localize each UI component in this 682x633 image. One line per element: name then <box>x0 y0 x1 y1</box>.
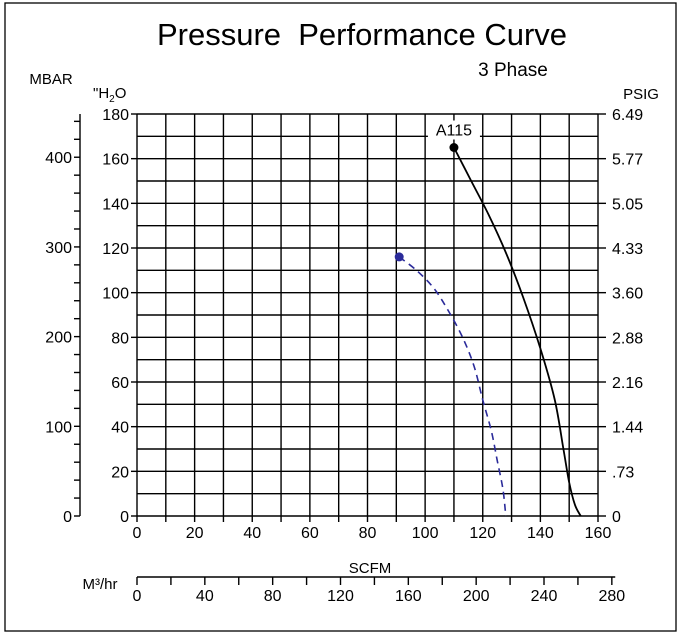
psig-tick-label: 1.44 <box>612 420 643 437</box>
psig-tick-label: 2.16 <box>612 375 643 392</box>
m3hr-tick-label: 240 <box>531 588 558 605</box>
x-tick-label: 160 <box>585 525 612 542</box>
water-column-label-subscript: 2 <box>109 94 115 105</box>
m3hr-axis-label: M³/hr <box>83 576 118 593</box>
x-axis-label: SCFM <box>349 560 392 577</box>
m3hr-tick-label: 80 <box>264 588 282 605</box>
psig-tick-label: 2.88 <box>612 330 643 347</box>
psig-tick-label: 3.60 <box>612 286 643 303</box>
y-tick-label: 180 <box>102 107 129 124</box>
m3hr-tick-label: 160 <box>395 588 422 605</box>
x-tick-label: 60 <box>301 525 319 542</box>
chart-frame <box>4 2 677 632</box>
y-tick-label: 140 <box>102 196 129 213</box>
x-tick-label: 120 <box>469 525 496 542</box>
water-column-axis-label: "H2O <box>93 85 126 105</box>
mbar-tick-label: 200 <box>45 330 72 347</box>
mbar-tick-label: 0 <box>63 509 72 526</box>
m3hr-tick-label: 40 <box>196 588 214 605</box>
y-tick-label: 160 <box>102 152 129 169</box>
water-column-label-main: "H <box>93 85 109 102</box>
chart-title: Pressure Performance Curve <box>157 17 567 52</box>
axes: 02040608010012014016018001002003004000.7… <box>45 107 643 605</box>
grid <box>136 113 599 522</box>
series-label-background <box>427 120 480 140</box>
y-tick-label: 40 <box>111 420 129 437</box>
water-column-label-tail: O <box>115 85 127 102</box>
series-label: A115 <box>436 123 472 140</box>
m3hr-tick-label: 120 <box>327 588 354 605</box>
series-line-a115 <box>453 147 582 517</box>
psig-tick-label: .73 <box>612 464 634 481</box>
series-start-point <box>394 252 404 262</box>
series-layer: A115 <box>394 120 582 517</box>
mbar-axis-label: MBAR <box>29 71 73 88</box>
psig-tick-label: 5.05 <box>612 196 643 213</box>
m3hr-tick-label: 280 <box>598 588 625 605</box>
x-tick-label: 80 <box>359 525 377 542</box>
chart-subtitle: 3 Phase <box>478 60 548 81</box>
series-line-dashed <box>398 256 507 517</box>
psig-tick-label: 4.33 <box>612 241 643 258</box>
x-tick-label: 40 <box>243 525 261 542</box>
mbar-tick-label: 300 <box>45 240 72 257</box>
x-tick-label: 100 <box>412 525 439 542</box>
y-tick-label: 100 <box>102 286 129 303</box>
m3hr-tick-label: 0 <box>133 588 142 605</box>
m3hr-tick-label: 200 <box>463 588 490 605</box>
y-tick-label: 20 <box>111 464 129 481</box>
y-tick-label: 60 <box>111 375 129 392</box>
psig-tick-label: 0 <box>612 509 621 526</box>
psig-tick-label: 6.49 <box>612 107 643 124</box>
mbar-tick-label: 100 <box>45 419 72 436</box>
x-tick-label: 140 <box>527 525 554 542</box>
y-tick-label: 0 <box>120 509 129 526</box>
y-tick-label: 80 <box>111 330 129 347</box>
x-tick-label: 20 <box>186 525 204 542</box>
x-tick-label: 0 <box>133 525 142 542</box>
psig-tick-label: 5.77 <box>612 152 643 169</box>
mbar-tick-label: 400 <box>45 150 72 167</box>
series-start-point <box>449 143 459 152</box>
y-tick-label: 120 <box>102 241 129 258</box>
psig-axis-label: PSIG <box>623 86 659 103</box>
